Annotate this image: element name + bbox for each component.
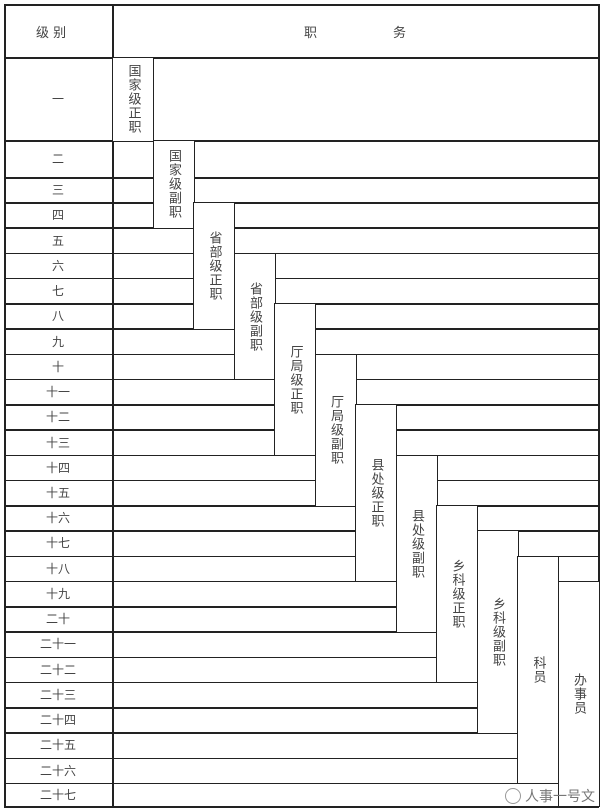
position-cell: 乡科级副职	[476, 530, 519, 734]
position-cell: 县处级正职	[355, 404, 397, 583]
row-divider	[4, 656, 598, 659]
position-label: 厅局级副职	[328, 395, 343, 466]
level-cell: 二十五	[39, 738, 76, 753]
level-cell: 四	[51, 208, 64, 223]
position-label: 国家级正职	[125, 64, 141, 135]
level-cell: 三	[51, 183, 64, 198]
position-cell: 国家级正职	[112, 57, 154, 142]
position-cell: 县处级副职	[395, 454, 438, 633]
level-cell: 十九	[45, 586, 70, 601]
header-position-1: 职	[304, 26, 318, 41]
wechat-official-account-icon	[505, 788, 521, 804]
header-divider	[4, 57, 598, 59]
table-border-bottom	[4, 806, 599, 808]
position-label: 办事员	[571, 673, 586, 716]
row-divider	[4, 631, 598, 633]
position-cell: 办事员	[557, 580, 600, 808]
position-cell: 乡科级正职	[436, 505, 478, 684]
position-label: 乡科级正职	[449, 559, 465, 630]
level-cell: 十五	[45, 485, 70, 500]
level-cell: 二十七	[39, 787, 76, 802]
watermark-text: 人事一号文	[525, 789, 595, 805]
position-label: 厅局级正职	[287, 344, 303, 415]
position-label: 省部级正职	[206, 231, 222, 302]
level-cell: 一	[51, 92, 64, 106]
table-border-top	[4, 4, 599, 6]
row-divider	[4, 782, 598, 785]
header-position-2: 务	[393, 26, 407, 41]
row-divider	[4, 140, 598, 142]
row-divider	[4, 227, 598, 229]
level-cell: 二	[51, 152, 64, 166]
row-divider	[4, 681, 598, 684]
level-cell: 十七	[45, 536, 70, 551]
position-cell: 省部级副职	[233, 252, 276, 381]
level-cell: 二十二	[39, 662, 76, 677]
position-label: 县处级正职	[368, 458, 384, 529]
position-cell: 省部级正职	[193, 202, 235, 330]
row-divider	[4, 177, 598, 179]
header-level: 级 别	[36, 26, 67, 41]
watermark: 人事一号文	[505, 786, 595, 806]
row-divider	[4, 555, 598, 558]
row-divider	[4, 530, 598, 532]
position-cell: 厅局级副职	[314, 353, 357, 507]
level-cell: 十	[51, 359, 64, 374]
level-cell: 七	[51, 284, 64, 299]
level-cell: 十八	[45, 561, 70, 576]
level-cell: 二十一	[39, 637, 76, 652]
level-cell: 十四	[45, 460, 70, 475]
row-divider	[4, 202, 598, 204]
position-label: 国家级副职	[166, 149, 181, 220]
row-divider	[4, 580, 598, 583]
position-cell: 国家级副职	[152, 140, 195, 229]
position-label: 乡科级副职	[490, 597, 505, 668]
level-cell: 十六	[45, 511, 70, 526]
table-border-right	[598, 4, 600, 806]
level-cell: 八	[51, 309, 64, 324]
level-cell: 六	[51, 258, 64, 273]
position-cell: 科员	[517, 555, 559, 785]
level-cell: 十一	[45, 385, 70, 400]
position-label: 县处级副职	[409, 508, 424, 579]
level-cell: 二十	[45, 612, 70, 627]
position-label: 科员	[530, 655, 546, 684]
position-cell: 厅局级正职	[274, 303, 316, 457]
row-divider	[4, 732, 598, 734]
level-cell: 十二	[45, 410, 70, 425]
row-divider	[4, 757, 598, 760]
row-divider	[4, 479, 598, 482]
level-cell: 二十四	[39, 713, 76, 728]
level-cell: 九	[51, 334, 64, 349]
level-cell: 五	[51, 233, 64, 248]
level-cell: 二十六	[39, 763, 76, 778]
row-divider	[4, 277, 598, 280]
row-divider	[4, 606, 598, 608]
row-divider	[4, 252, 598, 255]
row-divider	[4, 707, 598, 709]
level-cell: 十三	[45, 435, 70, 450]
level-cell: 二十三	[39, 687, 76, 702]
position-label: 省部级副职	[247, 281, 262, 352]
row-divider	[4, 505, 598, 507]
